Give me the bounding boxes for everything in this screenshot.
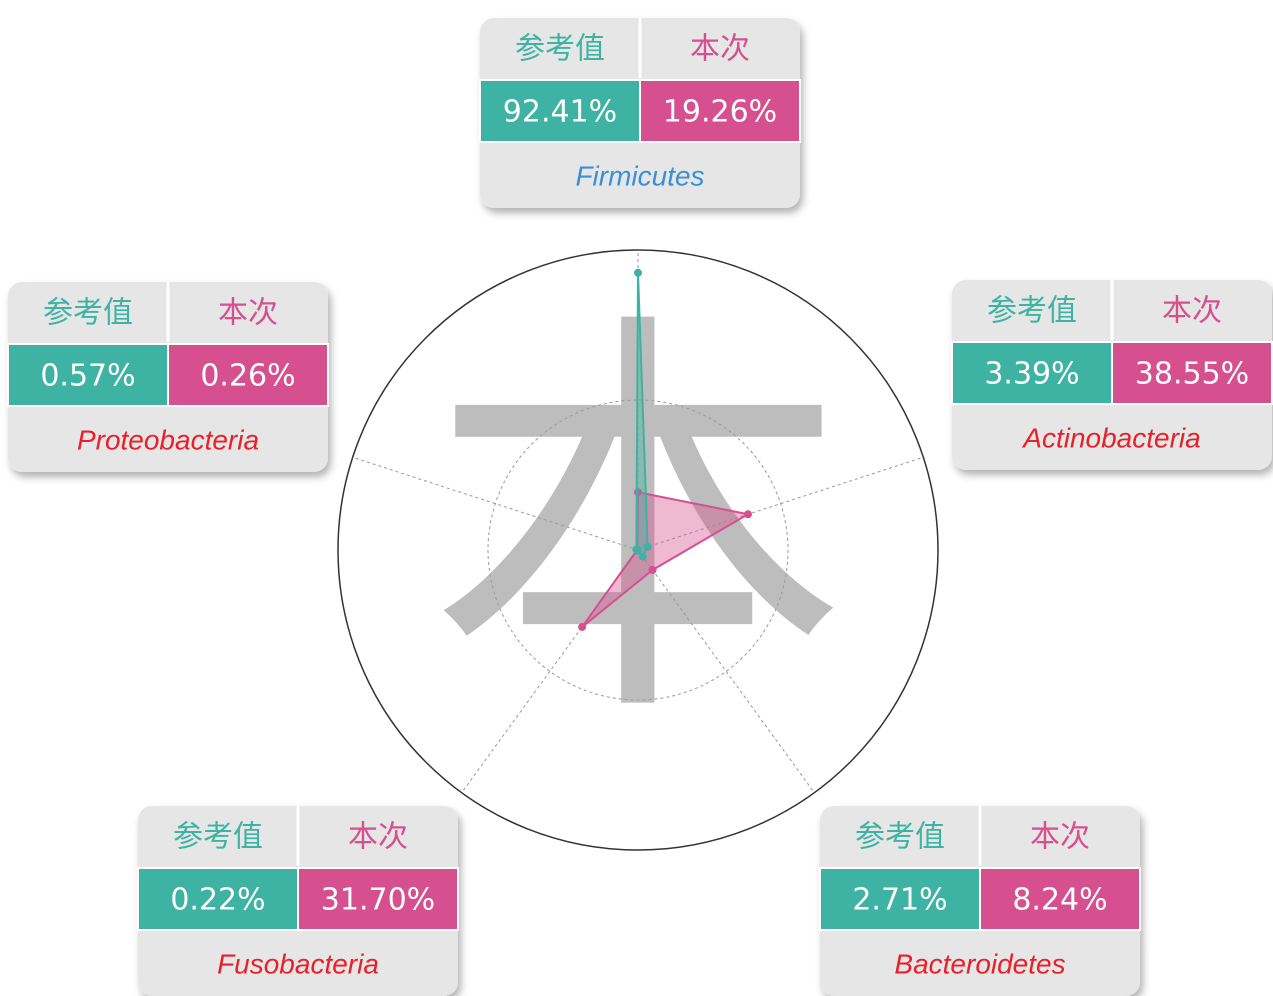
value-cell [7, 343, 169, 407]
value-label: 2.71% [852, 883, 947, 918]
value-label: 38.55% [1135, 357, 1249, 392]
data-point [634, 268, 642, 277]
value-cell [167, 343, 329, 407]
value-label: 31.70% [321, 883, 435, 918]
category-label: Proteobacteria [77, 424, 259, 455]
value-cell [979, 867, 1141, 931]
series-name: 参考值 [515, 32, 605, 67]
data-point [578, 622, 587, 631]
series-name: 参考值 [987, 294, 1077, 329]
value-cell [1111, 341, 1273, 405]
series-name: 参考值 [173, 820, 263, 855]
value-label: 0.22% [170, 883, 265, 918]
data-point [643, 542, 652, 551]
data-point [638, 552, 647, 561]
grid-ring [337, 249, 939, 851]
value-label: 92.41% [503, 95, 617, 130]
value-cell [951, 341, 1113, 405]
value-cell [639, 79, 801, 143]
series-name: 参考值 [855, 820, 945, 855]
spoke [352, 456, 639, 551]
category-label: Firmicutes [575, 160, 704, 191]
data-point [648, 565, 657, 574]
value-cell [297, 867, 459, 931]
info-box: 参考值 3.39% 本次 38.55% Actinobacteria [951, 280, 1273, 470]
data-point [632, 545, 641, 554]
series-name: 本次 [1162, 294, 1222, 329]
info-box: 参考值 2.71% 本次 8.24% Bacteroidetes [819, 806, 1141, 996]
value-label: 0.26% [200, 359, 295, 394]
value-label: 3.39% [984, 357, 1079, 392]
series-name: 本次 [1030, 820, 1090, 855]
series-name: 参考值 [43, 296, 133, 331]
category-label: Actinobacteria [1021, 422, 1200, 453]
category-label: Bacteroidetes [894, 948, 1065, 979]
value-cell [137, 867, 299, 931]
spoke [637, 456, 924, 551]
grid-ring [487, 399, 789, 701]
value-label: 19.26% [663, 95, 777, 130]
info-box: 参考值 92.41% 本次 19.26% Firmicutes [479, 18, 801, 208]
category-label: Fusobacteria [217, 948, 379, 979]
spoke [637, 549, 815, 793]
info-box: 参考值 0.22% 本次 31.70% Fusobacteria [137, 806, 459, 996]
info-box: 参考值 0.57% 本次 0.26% Proteobacteria [7, 282, 329, 472]
value-cell [479, 79, 641, 143]
value-label: 0.57% [40, 359, 135, 394]
series-name: 本次 [348, 820, 408, 855]
series-name: 本次 [218, 296, 278, 331]
series-name: 本次 [690, 32, 750, 67]
data-point [743, 510, 752, 519]
value-cell [819, 867, 981, 931]
value-label: 8.24% [1012, 883, 1107, 918]
